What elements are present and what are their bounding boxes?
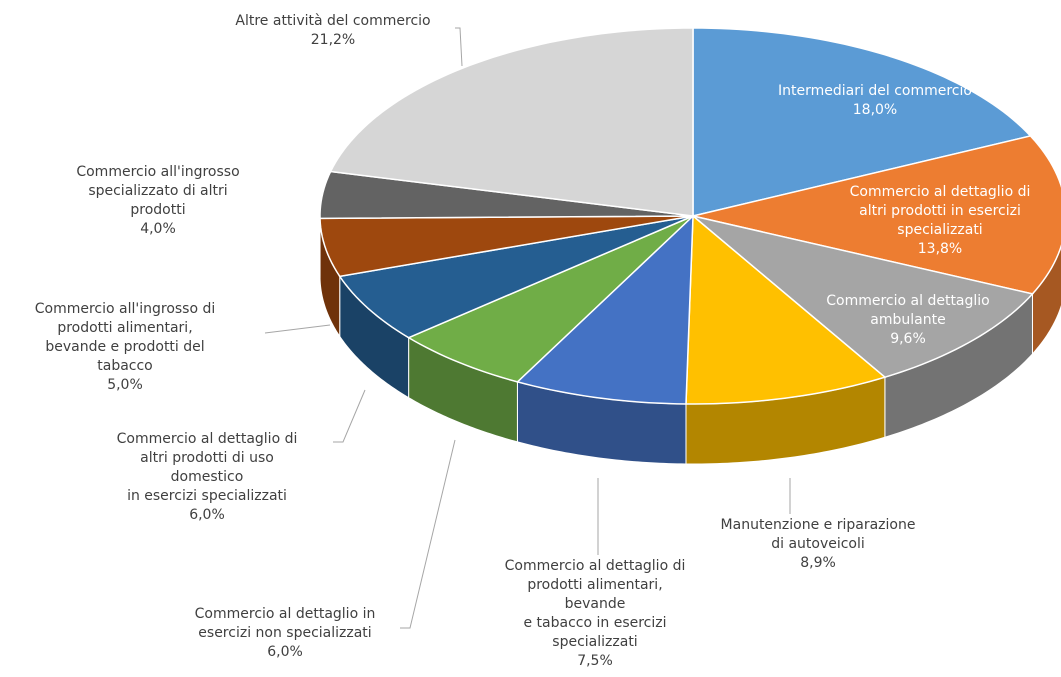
category-label: Intermediari del commercio — [778, 83, 972, 99]
slice — [692, 135, 1061, 295]
category-label: Commercio al dettaglio ambulante — [826, 293, 990, 328]
leader-line — [264, 324, 331, 334]
value-label: 6,0% — [267, 644, 303, 660]
data-label: Commercio all'ingrosso specializzato di … — [76, 163, 239, 239]
slice — [329, 27, 694, 217]
value-label: 4,0% — [140, 221, 176, 237]
slice — [338, 215, 694, 339]
slice — [515, 214, 694, 405]
slice — [319, 215, 694, 278]
value-label: 21,2% — [310, 32, 356, 48]
category-label: Manutenzione e riparazione di autoveicol… — [720, 517, 916, 552]
data-label: Commercio al dettaglio di altri prodotti… — [117, 430, 298, 525]
value-label: 13,8% — [917, 241, 963, 257]
category-label: Commercio al dettaglio di altri prodotti… — [849, 184, 1031, 238]
slice — [685, 214, 887, 405]
value-label: 6,0% — [189, 507, 225, 523]
leader-line — [455, 27, 463, 67]
value-label: 7,5% — [577, 653, 613, 669]
data-label: Commercio all'ingrosso di prodotti alime… — [35, 300, 216, 395]
value-label: 8,9% — [800, 555, 836, 571]
data-label: Commercio al dettaglio ambulante 9,6% — [826, 292, 990, 349]
value-label: 9,6% — [890, 331, 926, 347]
data-label: Manutenzione e riparazione di autoveicol… — [721, 516, 916, 573]
data-label: Intermediari del commercio 18,0% — [778, 82, 972, 120]
slice — [692, 215, 1034, 379]
data-label: Commercio al dettaglio di prodotti alime… — [505, 557, 686, 671]
slice — [692, 27, 1032, 217]
value-label: 5,0% — [107, 377, 143, 393]
category-label: Commercio all'ingrosso specializzato di … — [76, 164, 240, 218]
value-label: 18,0% — [852, 102, 898, 118]
slice — [319, 170, 694, 220]
category-label: Altre attività del commercio — [235, 13, 431, 29]
data-label: Altre attività del commercio 21,2% — [235, 12, 430, 50]
data-label: Commercio al dettaglio di altri prodotti… — [850, 183, 1031, 259]
data-label: Commercio al dettaglio in esercizi non s… — [195, 605, 376, 662]
category-label: Commercio al dettaglio di prodotti alime… — [504, 558, 686, 650]
category-label: Commercio al dettaglio di altri prodotti… — [116, 431, 298, 504]
category-label: Commercio al dettaglio in esercizi non s… — [194, 606, 376, 641]
slice — [406, 215, 694, 383]
leader-line — [333, 389, 366, 443]
leader-line — [400, 439, 456, 629]
category-label: Commercio all'ingrosso di prodotti alime… — [34, 301, 216, 374]
